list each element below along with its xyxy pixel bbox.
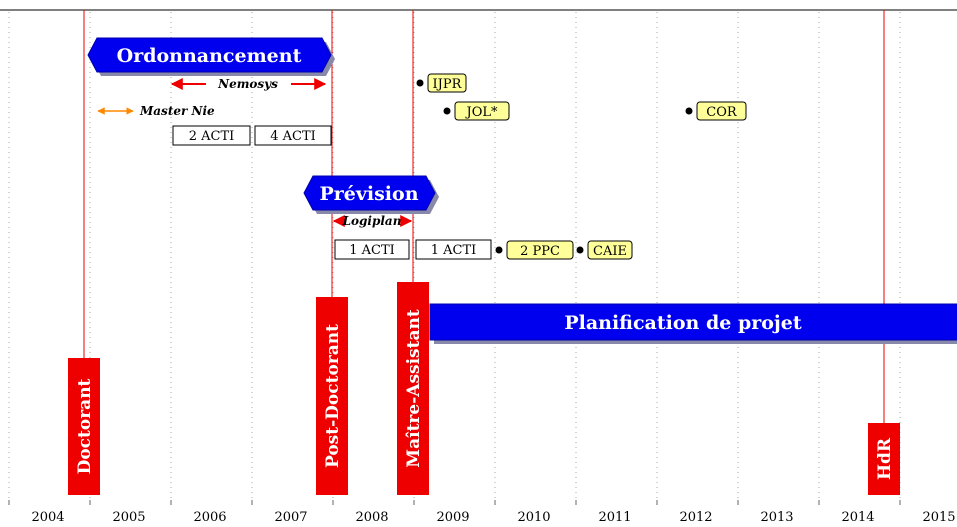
banner bbox=[87, 37, 332, 73]
year-label: 2008 bbox=[355, 510, 388, 525]
pub-box bbox=[506, 240, 574, 260]
acti-box bbox=[172, 125, 251, 146]
acti-label: 1 ACTI bbox=[431, 243, 477, 258]
role-box bbox=[868, 423, 900, 495]
acti-label: 2 ACTI bbox=[189, 129, 235, 144]
pub-dot bbox=[685, 107, 693, 115]
role-label: Post-Doctorant bbox=[323, 324, 343, 468]
pub-label: COR bbox=[706, 105, 738, 120]
pub-box bbox=[427, 73, 467, 93]
role-label: Doctorant bbox=[75, 378, 95, 474]
pub-box bbox=[454, 101, 510, 121]
year-label: 2009 bbox=[436, 510, 469, 525]
year-label: 2013 bbox=[760, 510, 793, 525]
acti-box bbox=[334, 239, 410, 260]
year-label: 2007 bbox=[274, 510, 307, 525]
acti-box bbox=[254, 125, 332, 146]
year-label: 2006 bbox=[193, 510, 226, 525]
banner bbox=[303, 175, 436, 211]
role-label: Maître-Assistant bbox=[404, 309, 424, 468]
acti-label: 1 ACTI bbox=[349, 243, 395, 258]
banner-label: Planification de projet bbox=[564, 312, 802, 334]
role-label: HdR bbox=[875, 437, 895, 480]
year-label: 2010 bbox=[517, 510, 550, 525]
pub-dot bbox=[416, 79, 424, 87]
project-label: Logiplan bbox=[342, 214, 402, 228]
role-box bbox=[68, 358, 100, 495]
year-label: 2011 bbox=[598, 510, 631, 525]
banner-label: Ordonnancement bbox=[117, 45, 302, 67]
pub-box bbox=[696, 101, 747, 121]
project-label: Nemosys bbox=[217, 77, 278, 91]
pub-label: CAIE bbox=[593, 244, 627, 259]
pub-box bbox=[587, 240, 633, 260]
pub-dot bbox=[495, 246, 503, 254]
pub-label: 2 PPC bbox=[520, 244, 560, 259]
year-label: 2012 bbox=[679, 510, 712, 525]
acti-box bbox=[415, 239, 492, 260]
role-box bbox=[397, 282, 429, 495]
year-label: 2014 bbox=[841, 510, 874, 525]
banner bbox=[429, 303, 957, 341]
pub-dot bbox=[576, 246, 584, 254]
pub-label: IJPR bbox=[433, 77, 463, 92]
acti-label: 4 ACTI bbox=[270, 129, 316, 144]
pub-dot bbox=[443, 107, 451, 115]
year-label: 2005 bbox=[112, 510, 145, 525]
year-label: 2004 bbox=[31, 510, 64, 525]
banner-label: Prévision bbox=[319, 183, 418, 205]
role-box bbox=[316, 297, 348, 495]
pub-label: JOL* bbox=[464, 105, 498, 120]
year-label: 2015 bbox=[922, 510, 955, 525]
project-label: Master Nie bbox=[139, 104, 215, 118]
